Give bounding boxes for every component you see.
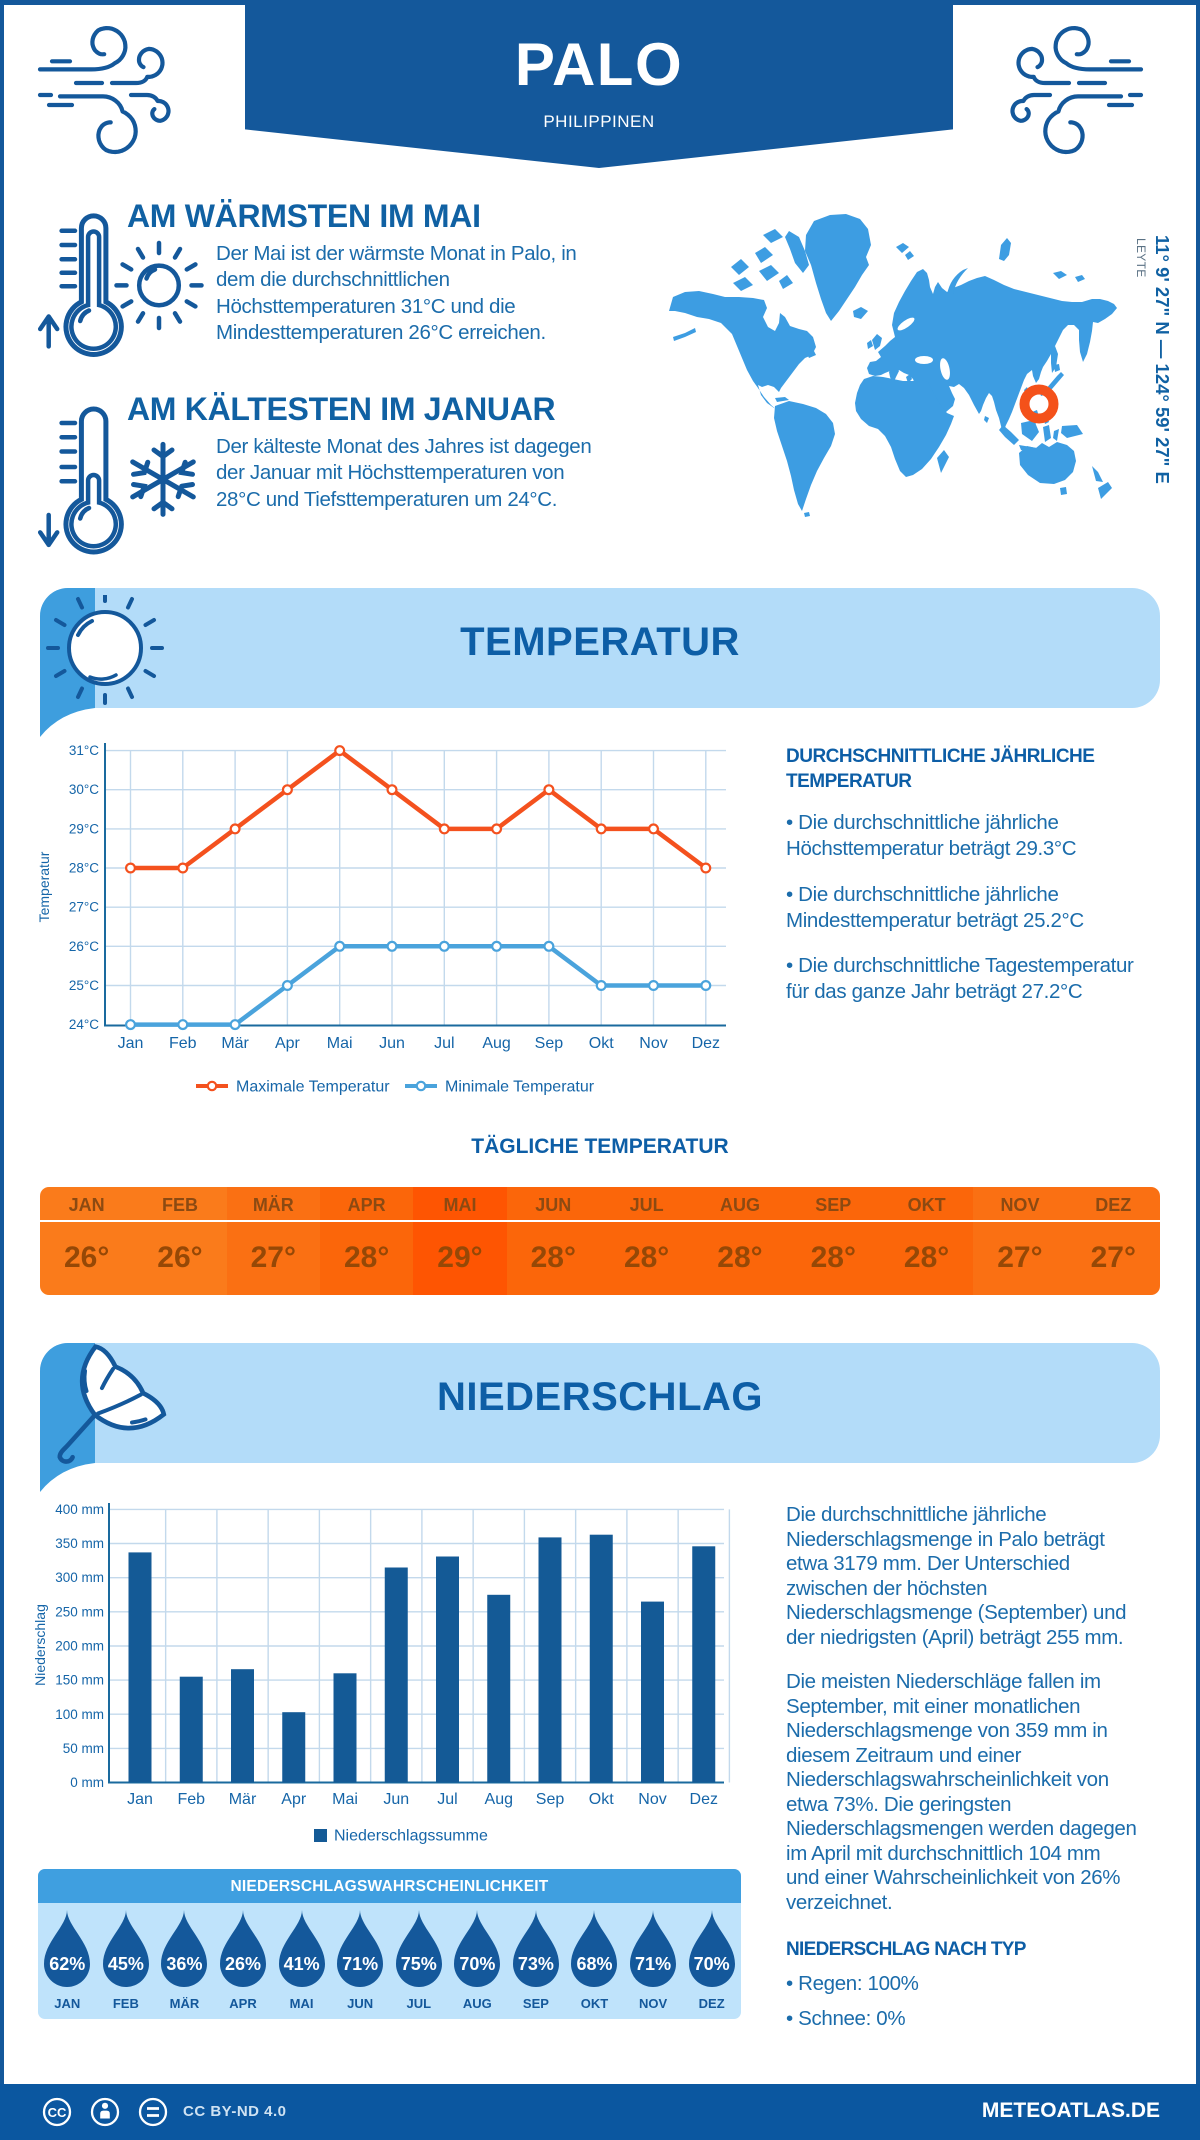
svg-text:Mai: Mai bbox=[327, 1035, 353, 1052]
svg-text:Temperatur: Temperatur bbox=[36, 851, 52, 922]
svg-text:Sep: Sep bbox=[535, 1035, 564, 1052]
svg-text:31°C: 31°C bbox=[69, 743, 99, 758]
svg-text:29°C: 29°C bbox=[69, 821, 99, 836]
svg-text:400 mm: 400 mm bbox=[55, 1502, 104, 1517]
svg-text:250 mm: 250 mm bbox=[55, 1604, 104, 1619]
svg-text:27°C: 27°C bbox=[69, 900, 99, 915]
svg-text:Jan: Jan bbox=[118, 1035, 144, 1052]
svg-text:Apr: Apr bbox=[275, 1035, 301, 1052]
svg-text:150 mm: 150 mm bbox=[55, 1673, 104, 1688]
svg-text:Minimale Temperatur: Minimale Temperatur bbox=[445, 1079, 595, 1096]
svg-text:Feb: Feb bbox=[169, 1035, 197, 1052]
svg-text:Jul: Jul bbox=[434, 1035, 454, 1052]
svg-text:30°C: 30°C bbox=[69, 782, 99, 797]
svg-text:Sep: Sep bbox=[536, 1791, 565, 1808]
svg-text:Jan: Jan bbox=[127, 1791, 153, 1808]
svg-text:300 mm: 300 mm bbox=[55, 1570, 104, 1585]
svg-text:Apr: Apr bbox=[281, 1791, 307, 1808]
svg-text:Mär: Mär bbox=[229, 1791, 257, 1808]
svg-text:CC: CC bbox=[48, 2105, 67, 2120]
svg-text:Maximale Temperatur: Maximale Temperatur bbox=[236, 1079, 390, 1096]
svg-text:26°C: 26°C bbox=[69, 939, 99, 954]
svg-text:Dez: Dez bbox=[692, 1035, 720, 1052]
svg-text:Okt: Okt bbox=[589, 1791, 614, 1808]
svg-text:Nov: Nov bbox=[638, 1791, 666, 1808]
svg-text:Nov: Nov bbox=[639, 1035, 667, 1052]
svg-text:28°C: 28°C bbox=[69, 861, 99, 876]
svg-text:Okt: Okt bbox=[589, 1035, 614, 1052]
svg-text:24°C: 24°C bbox=[69, 1017, 99, 1032]
svg-text:Jun: Jun bbox=[383, 1791, 409, 1808]
svg-text:50 mm: 50 mm bbox=[63, 1741, 104, 1756]
svg-text:Dez: Dez bbox=[690, 1791, 718, 1808]
svg-text:0 mm: 0 mm bbox=[70, 1775, 104, 1790]
svg-text:Mär: Mär bbox=[221, 1035, 249, 1052]
svg-text:Mai: Mai bbox=[332, 1791, 358, 1808]
svg-text:Aug: Aug bbox=[485, 1791, 513, 1808]
svg-text:350 mm: 350 mm bbox=[55, 1536, 104, 1551]
svg-text:100 mm: 100 mm bbox=[55, 1707, 104, 1722]
svg-text:Niederschlag: Niederschlag bbox=[32, 1604, 48, 1686]
svg-text:Aug: Aug bbox=[482, 1035, 510, 1052]
svg-text:200 mm: 200 mm bbox=[55, 1639, 104, 1654]
svg-text:Niederschlagssumme: Niederschlagssumme bbox=[334, 1828, 488, 1845]
svg-text:25°C: 25°C bbox=[69, 978, 99, 993]
svg-text:Feb: Feb bbox=[177, 1791, 205, 1808]
svg-text:Jun: Jun bbox=[379, 1035, 405, 1052]
svg-text:Jul: Jul bbox=[437, 1791, 457, 1808]
